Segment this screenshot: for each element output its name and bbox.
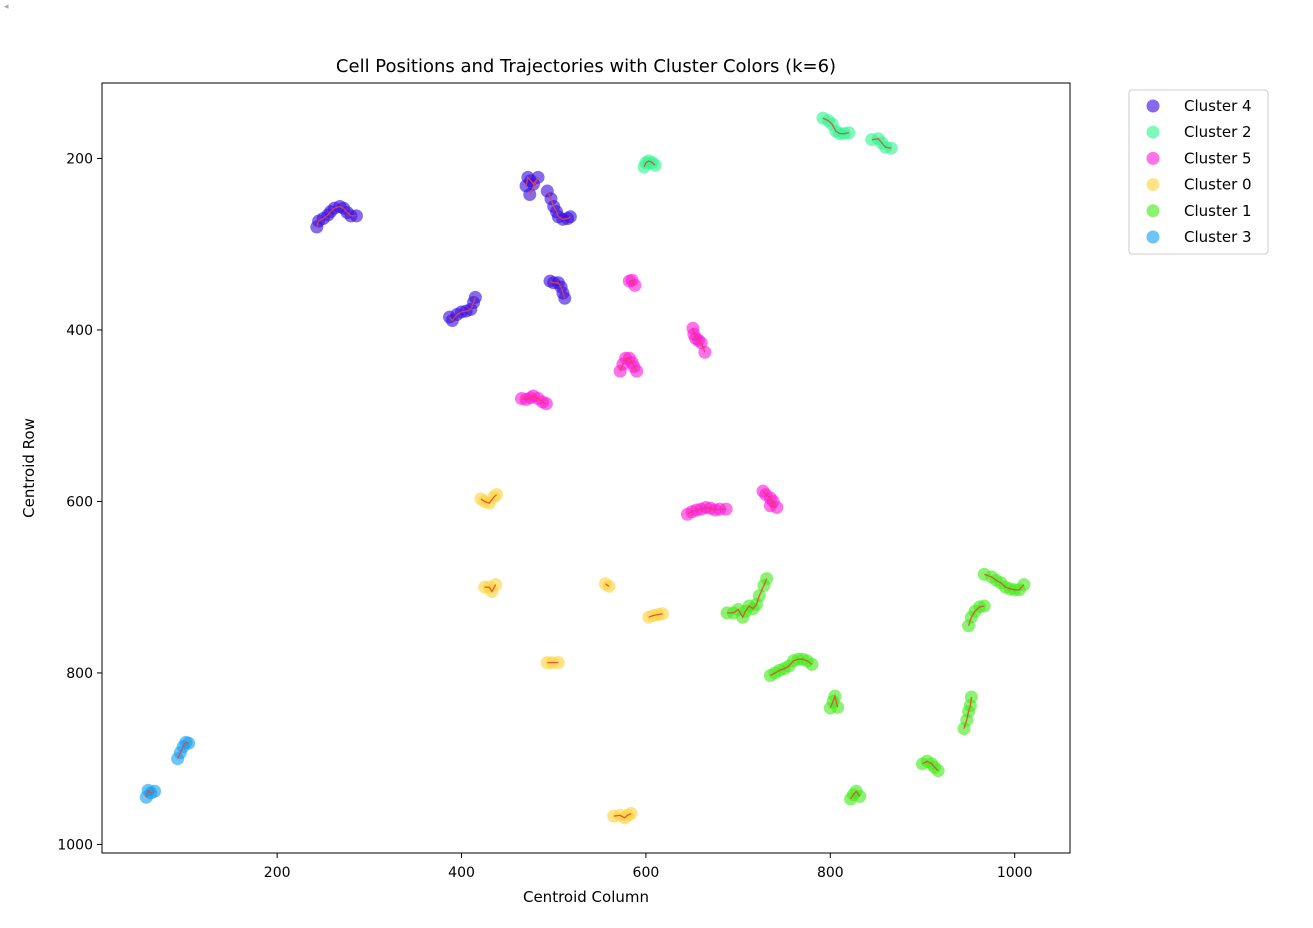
data-point <box>770 500 784 514</box>
series-cluster-3 <box>139 735 196 804</box>
trajectory-line <box>605 583 610 587</box>
trajectory-line <box>521 395 547 405</box>
trajectory-line <box>449 297 477 322</box>
legend-entry: Cluster 1 <box>1184 202 1252 220</box>
trajectory-line <box>692 328 706 353</box>
legend-marker <box>1146 125 1160 139</box>
y-tick-label: 1000 <box>57 837 93 853</box>
plot-frame <box>101 82 1071 854</box>
trajectory-line <box>484 584 497 593</box>
x-tick-label: 600 <box>633 865 660 881</box>
trajectory-line <box>480 494 498 504</box>
plot-area <box>139 111 1031 825</box>
trajectory-line <box>177 741 189 759</box>
legend-entry: Cluster 2 <box>1184 123 1252 141</box>
data-point <box>148 784 162 798</box>
trajectory-line <box>963 696 973 729</box>
trajectory-line <box>762 490 777 509</box>
legend-marker <box>1146 204 1160 218</box>
data-point <box>630 364 644 378</box>
legend-entry: Cluster 4 <box>1184 97 1252 115</box>
x-axis-label: Centroid Column <box>523 888 649 906</box>
x-tick-label: 400 <box>448 865 475 881</box>
x-tick-label: 1000 <box>997 865 1033 881</box>
trajectory-line <box>316 205 357 228</box>
legend-marker <box>1146 178 1160 192</box>
legend: Cluster 4 Cluster 2 Cluster 5 Cluster 0 Clus… <box>1128 89 1269 255</box>
series-cluster-1 <box>720 567 1031 806</box>
legend-frame <box>1128 89 1269 255</box>
legend-entry: Cluster 0 <box>1184 176 1252 194</box>
data-point <box>648 158 662 172</box>
data-point <box>853 789 867 803</box>
x-axis-ticks: 200 400 600 800 1000 <box>264 853 1033 881</box>
trajectory-line <box>770 658 813 677</box>
trajectory-line <box>145 789 155 798</box>
data-point <box>558 291 572 305</box>
series-cluster-4 <box>310 170 577 328</box>
data-point <box>842 126 856 140</box>
series-cluster-2 <box>637 111 898 174</box>
chart-title: Cell Positions and Trajectories with Clu… <box>336 56 836 77</box>
data-point <box>468 290 482 304</box>
series-cluster-5 <box>514 273 784 521</box>
trajectory-line <box>549 280 566 299</box>
y-axis-ticks: 200 400 600 800 1000 <box>57 151 102 853</box>
trajectory-line <box>727 578 768 619</box>
data-point <box>656 607 670 621</box>
data-point <box>698 345 712 359</box>
trajectory-line <box>687 506 727 515</box>
legend-entry: Cluster 5 <box>1184 149 1252 167</box>
legend-entry: Cluster 3 <box>1184 228 1252 246</box>
y-tick-label: 200 <box>66 151 93 167</box>
y-tick-label: 400 <box>66 323 93 339</box>
series-cluster-0 <box>474 488 670 825</box>
data-point <box>831 700 845 714</box>
x-tick-label: 200 <box>264 865 291 881</box>
trajectory-line <box>619 357 638 372</box>
trajectory-line <box>546 190 571 220</box>
trajectory-line <box>648 613 663 618</box>
legend-marker <box>1146 99 1160 113</box>
y-tick-label: 600 <box>66 494 93 510</box>
y-axis-label: Centroid Row <box>20 418 38 518</box>
scroll-left-icon[interactable]: ◂ <box>4 2 9 12</box>
trajectory-line <box>850 790 861 800</box>
y-tick-label: 800 <box>66 666 93 682</box>
trajectory-line <box>613 813 632 819</box>
trajectory-line <box>967 605 985 627</box>
trajectory-line <box>643 160 656 168</box>
trajectory-line <box>629 279 636 286</box>
trajectory-line <box>922 760 939 772</box>
data-point <box>602 579 616 593</box>
data-point <box>349 209 363 223</box>
legend-marker <box>1146 230 1160 244</box>
trajectory-line <box>984 573 1025 591</box>
trajectory-line <box>871 138 892 149</box>
data-point <box>719 502 733 516</box>
x-tick-label: 800 <box>817 865 844 881</box>
trajectory-line <box>822 117 849 135</box>
trajectory-line <box>525 175 539 195</box>
trajectory-line <box>829 693 839 709</box>
data-point <box>551 656 565 670</box>
legend-marker <box>1146 151 1160 165</box>
data-point <box>563 210 577 224</box>
